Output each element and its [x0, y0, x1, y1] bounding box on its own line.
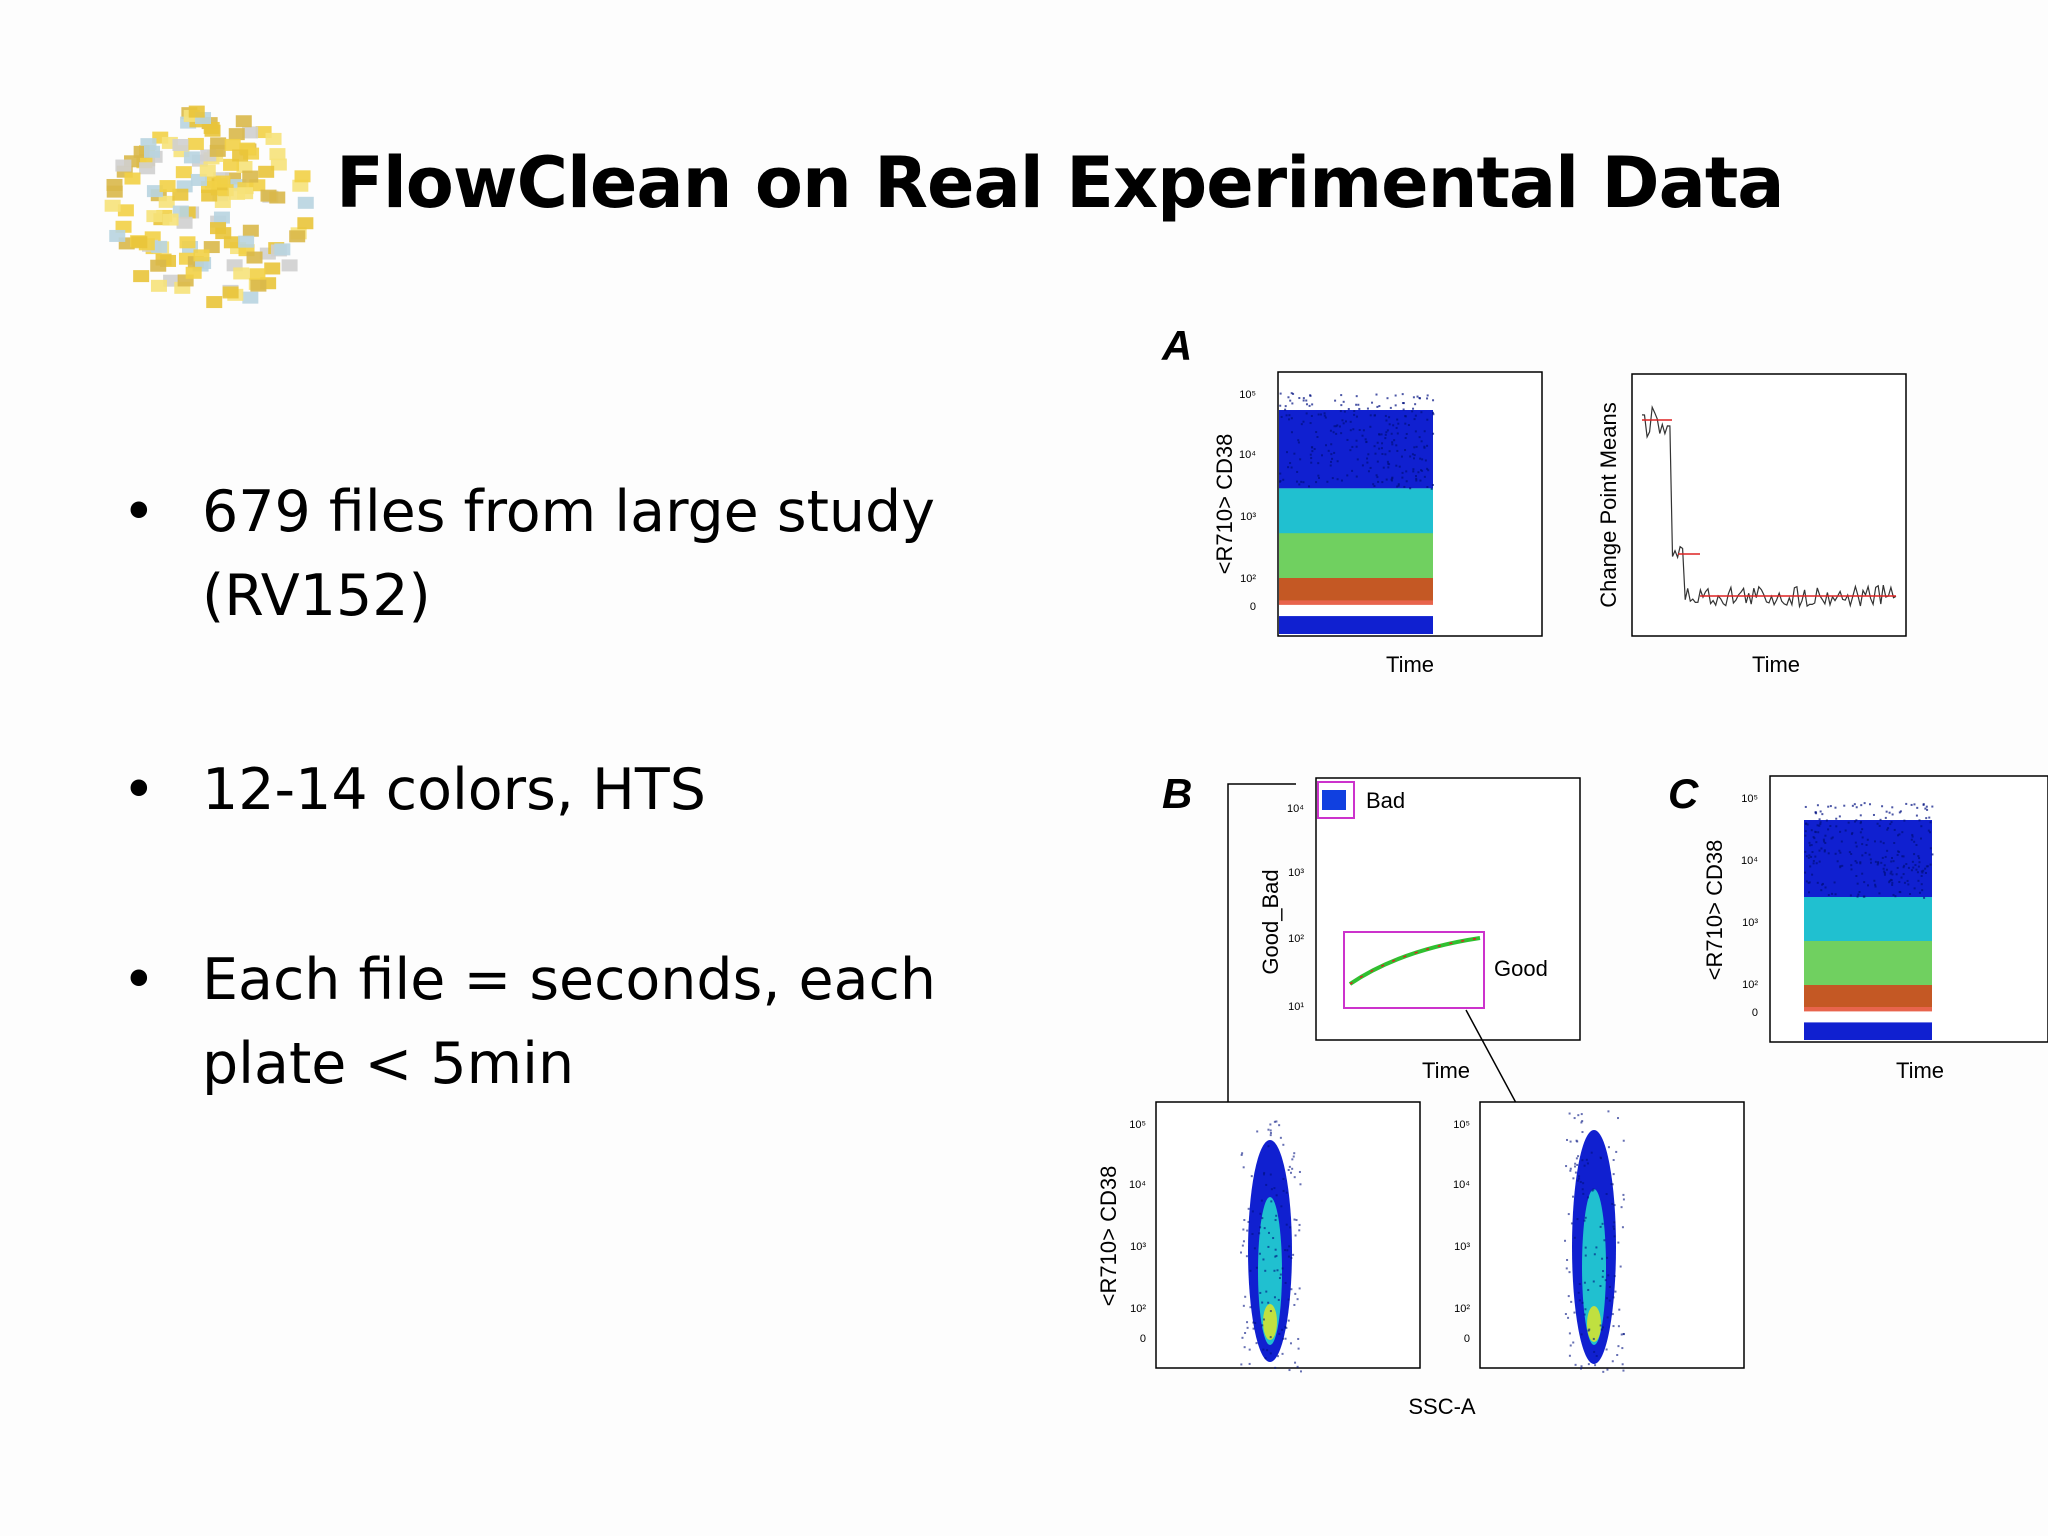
tick-label: 0 [1464, 1333, 1470, 1345]
tick-label: 10⁴ [1741, 855, 1758, 867]
tick-label: 10⁴ [1453, 1179, 1470, 1191]
y-axis-label: <R710> CD38 [1096, 1166, 1121, 1307]
tick-label: 10⁵ [1239, 389, 1256, 401]
panel-a-changepoint-plot: Change Point Means Time [1596, 373, 1907, 677]
bullet-text: 12-14 colors, HTS [202, 757, 706, 823]
panel-b-good-bad-plot: Bad Good 10⁴ 10³ 10² 10¹ Good_Bad Time [1227, 777, 1581, 1141]
bullet-text: Each file = seconds, each plate < 5min [202, 947, 937, 1097]
ssc-plot-bad: 10⁵ 10⁴ 10³ 10² 0 <R710> CD38 [1096, 1101, 1421, 1373]
connector-line-bad [1227, 783, 1296, 1132]
panel-c-scatter-plot: 10⁵ 10⁴ 10³ 10² 0 <R710> CD38 Time [1702, 775, 2048, 1083]
y-axis-label: Good_Bad [1258, 869, 1283, 974]
tick-label: 10⁵ [1129, 1119, 1146, 1131]
tick-label: 10³ [1240, 511, 1256, 523]
tick-label: 10² [1240, 573, 1256, 585]
x-axis-label: Time [1752, 652, 1800, 677]
tick-label: 10¹ [1288, 1001, 1304, 1013]
bullet-dot-icon: • [122, 947, 156, 1013]
y-axis-label: Change Point Means [1596, 402, 1621, 607]
bullet-text: 679 files from large study (RV152) [202, 479, 935, 629]
panel-label-b: B [1162, 770, 1193, 817]
panel-a-scatter-plot: 10⁵ 10⁴ 10³ 10² 0 <R710> CD38 Time [1212, 371, 1543, 677]
tick-label: 10³ [1454, 1241, 1470, 1253]
bad-gate [1317, 781, 1355, 819]
tick-label: 10³ [1130, 1241, 1146, 1253]
tick-label: 0 [1250, 601, 1256, 613]
tick-label: 10² [1130, 1303, 1146, 1315]
x-axis-label: Time [1386, 652, 1434, 677]
x-axis-label: Time [1422, 1058, 1470, 1083]
tick-label: 0 [1752, 1007, 1758, 1019]
logo-icon [104, 105, 314, 309]
good-gate [1343, 931, 1485, 1009]
tick-label: 10⁵ [1741, 793, 1758, 805]
panel-label-c: C [1668, 770, 1699, 817]
tick-label: 10⁵ [1453, 1119, 1470, 1131]
panel-label-a: A [1162, 322, 1193, 369]
x-axis-label: SSC-A [1408, 1394, 1476, 1419]
bad-label: Bad [1366, 788, 1405, 813]
bad-events [1322, 790, 1346, 810]
tick-label: 10² [1742, 979, 1758, 991]
tick-label: 10² [1288, 933, 1304, 945]
tick-label: 10² [1454, 1303, 1470, 1315]
bullet-dot-icon: • [122, 479, 156, 545]
tick-label: 0 [1140, 1333, 1146, 1345]
tick-label: 10⁴ [1129, 1179, 1146, 1191]
good-label: Good [1494, 956, 1548, 981]
y-axis-label: <R710> CD38 [1702, 840, 1727, 981]
bullet-dot-icon: • [122, 757, 156, 823]
tick-label: 10⁴ [1239, 449, 1256, 461]
y-axis-label: <R710> CD38 [1212, 434, 1237, 575]
x-axis-label: Time [1896, 1058, 1944, 1083]
tick-label: 10⁴ [1287, 803, 1304, 815]
tick-label: 10³ [1742, 917, 1758, 929]
slide-title: FlowClean on Real Experimental Data [336, 142, 1785, 224]
ssc-plot-good: 10⁵ 10⁴ 10³ 10² 0 SSC-A [1408, 1101, 1745, 1419]
tick-label: 10³ [1288, 867, 1304, 879]
